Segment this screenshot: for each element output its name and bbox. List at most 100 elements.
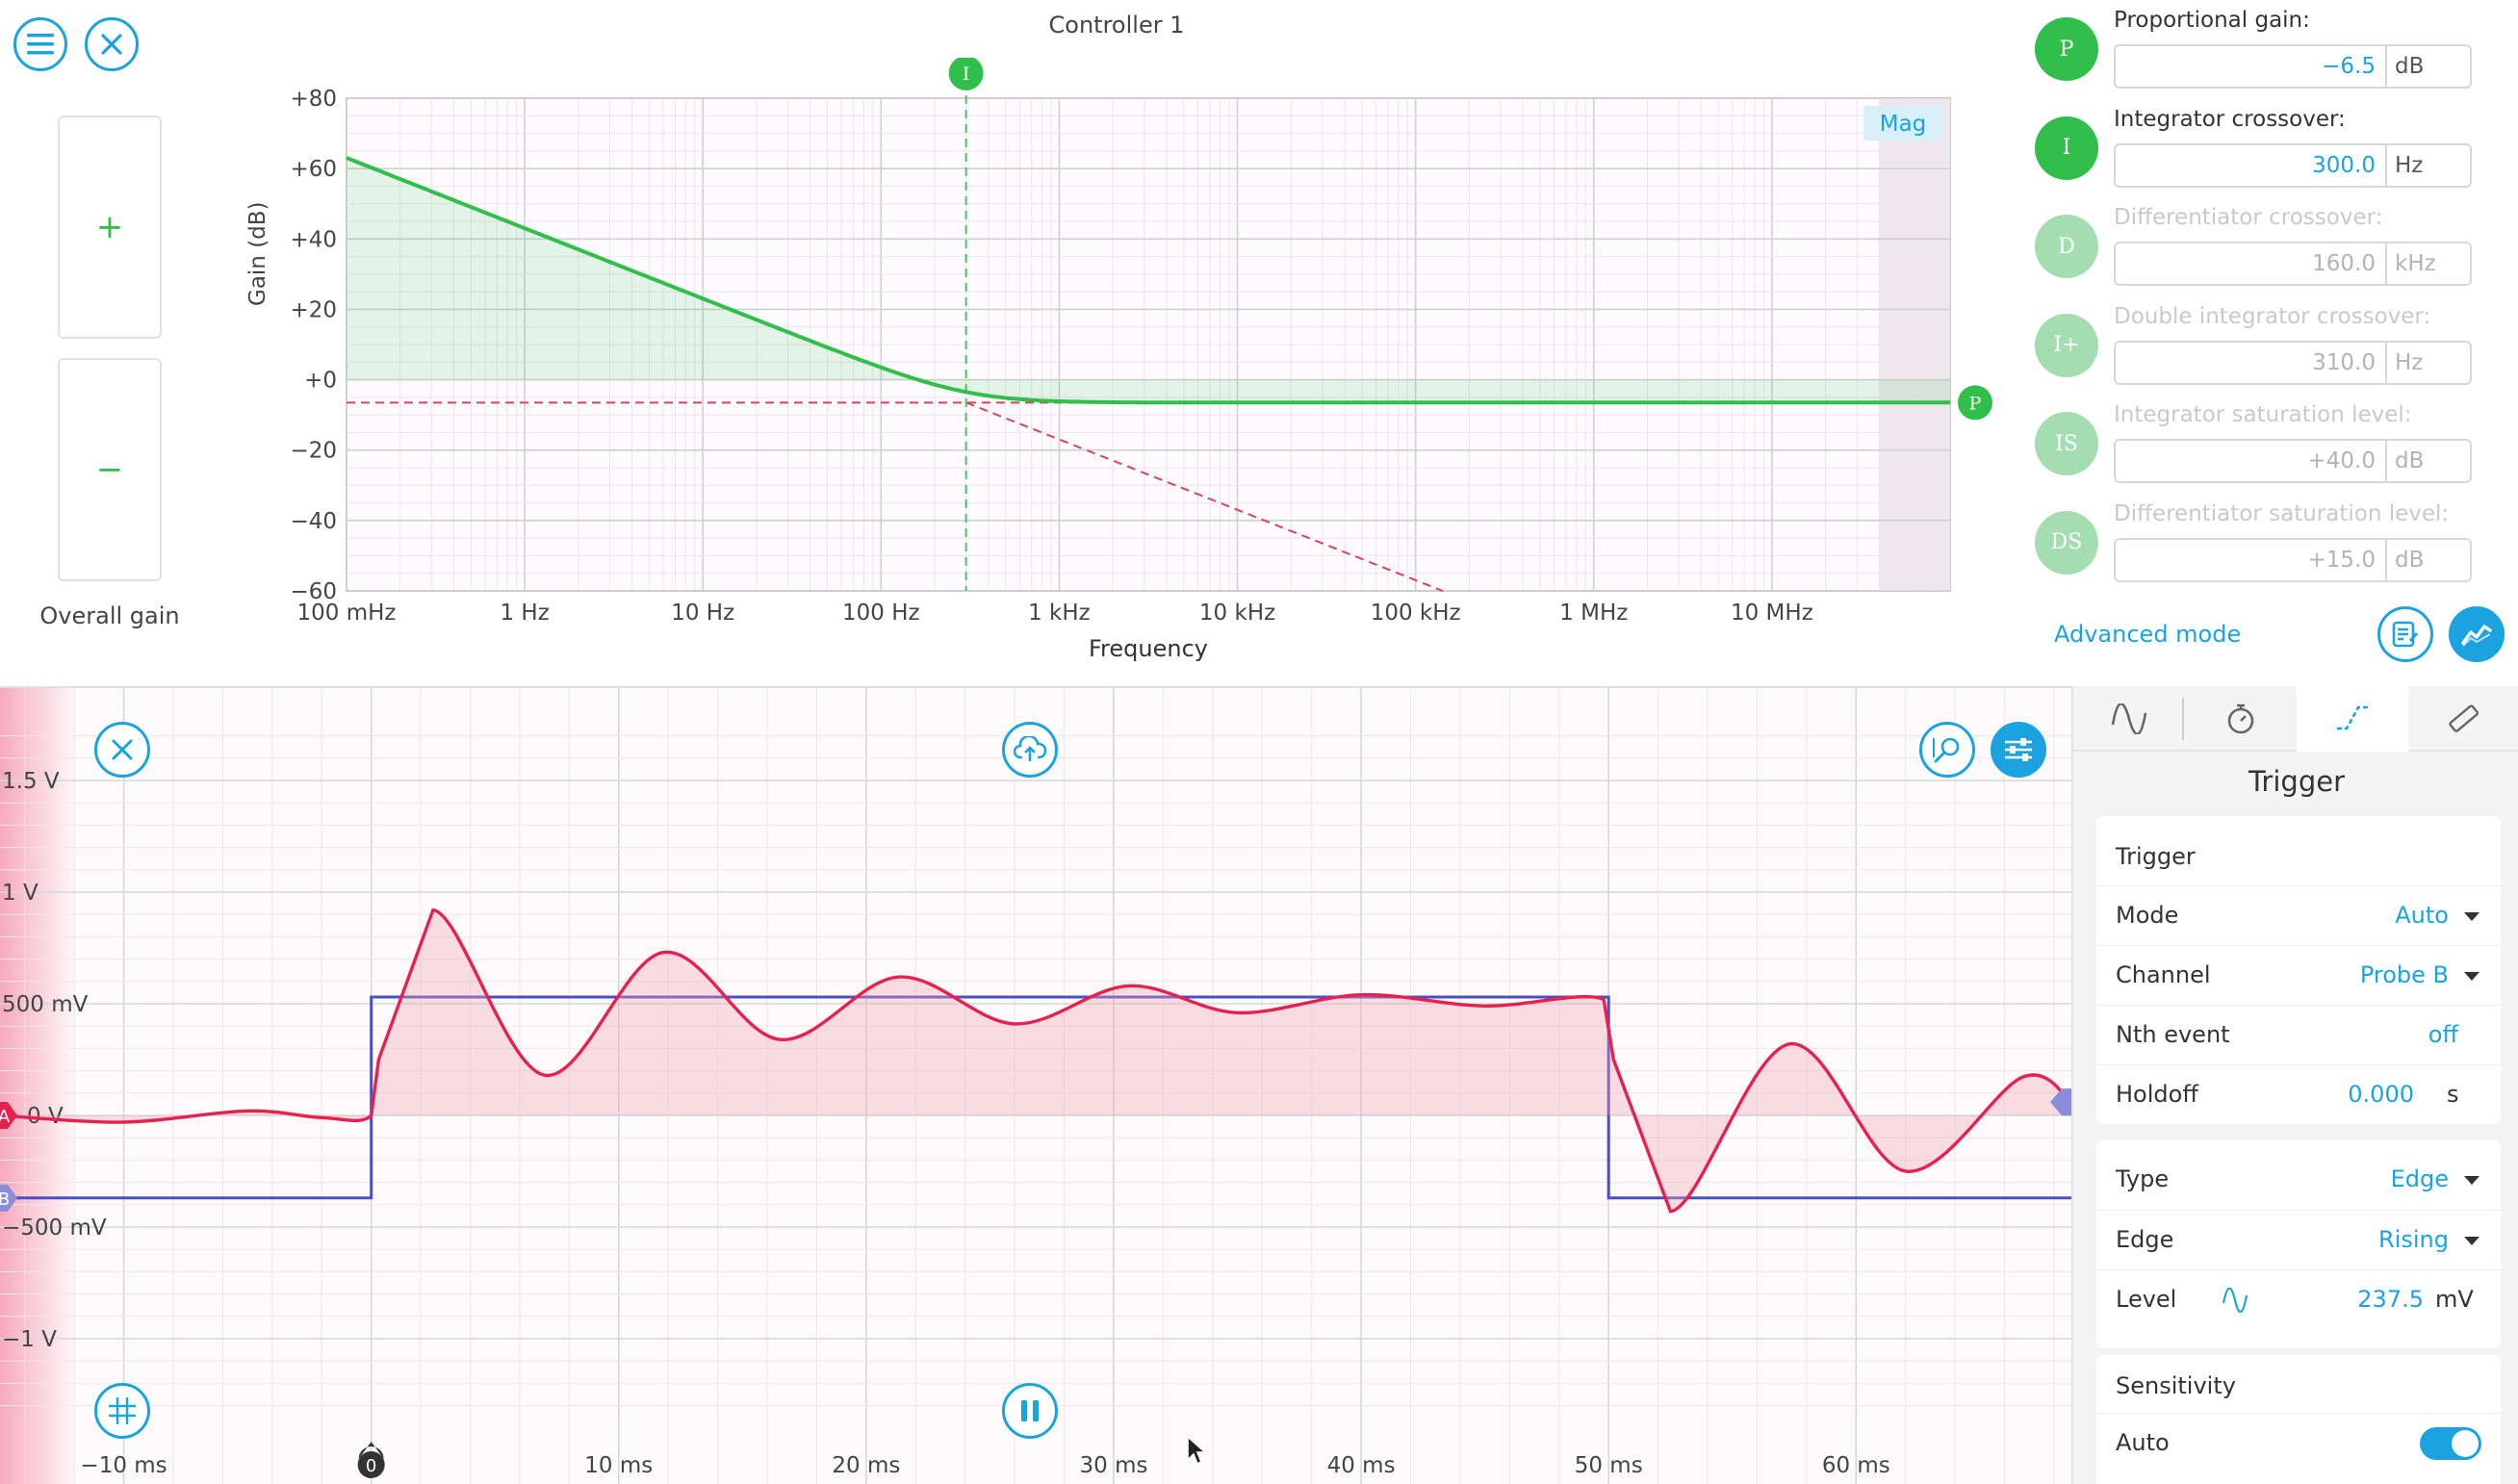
type-value[interactable]: Edge bbox=[2390, 1165, 2449, 1192]
stopwatch-icon bbox=[2227, 704, 2254, 734]
pid-toggle-ds[interactable]: DS bbox=[2035, 510, 2098, 575]
nth-event-value[interactable]: off bbox=[2428, 1021, 2458, 1048]
channel-a-fill bbox=[0, 909, 2071, 1212]
mode-value[interactable]: Auto bbox=[2395, 902, 2449, 929]
scope-x-tick-label: −10 ms bbox=[80, 1453, 167, 1478]
pid-unit-select[interactable]: Hz bbox=[2385, 142, 2472, 188]
pid-label: Integrator crossover: bbox=[2114, 106, 2346, 132]
tab-trigger[interactable] bbox=[2297, 686, 2408, 752]
pid-label: Differentiator saturation level: bbox=[2114, 500, 2450, 526]
pid-value-input[interactable]: +15.0 bbox=[2114, 537, 2385, 582]
level-value[interactable]: 237.5 bbox=[2357, 1286, 2424, 1313]
pid-value-input[interactable]: 310.0 bbox=[2114, 340, 2385, 385]
integrator-marker-label: I bbox=[963, 64, 970, 85]
close-scope-button[interactable] bbox=[94, 722, 150, 778]
zoom-button[interactable] bbox=[1919, 722, 1975, 778]
tab-timebase[interactable] bbox=[2185, 686, 2297, 752]
bode-x-tick-label: 100 Hz bbox=[842, 601, 920, 626]
trigger-time-marker-shape bbox=[358, 1442, 384, 1459]
sensitivity-head: Sensitivity bbox=[2116, 1372, 2236, 1399]
trigger-title: Trigger bbox=[2248, 765, 2345, 798]
bode-y-tick-label: −40 bbox=[290, 509, 337, 534]
edge-label: Edge bbox=[2116, 1226, 2174, 1253]
sine-wave-icon bbox=[2111, 704, 2147, 734]
pid-value-input[interactable]: −6.5 bbox=[2114, 44, 2385, 89]
trigger-card-head: Trigger bbox=[2116, 843, 2196, 870]
tab-measure[interactable] bbox=[2408, 686, 2518, 752]
holdoff-label: Holdoff bbox=[2116, 1081, 2198, 1108]
close-icon bbox=[112, 739, 133, 760]
edge-card: Type Edge Edge Rising Level 237.5 mV bbox=[2096, 1140, 2501, 1348]
edge-value[interactable]: Rising bbox=[2378, 1226, 2449, 1253]
proportional-marker-circle bbox=[1958, 385, 1992, 421]
pid-toggle-i[interactable]: I bbox=[2035, 115, 2098, 180]
mag-badge-label: Mag bbox=[1880, 112, 1927, 137]
integrator-asymptote-line bbox=[965, 401, 1444, 592]
scope-x-tick-label: 50 ms bbox=[1575, 1453, 1643, 1478]
channel-value[interactable]: Probe B bbox=[2359, 961, 2449, 988]
pid-value-input[interactable]: +40.0 bbox=[2114, 439, 2385, 483]
plus-label: + bbox=[95, 208, 124, 246]
level-label: Level bbox=[2116, 1286, 2177, 1313]
pid-toggle-d[interactable]: D bbox=[2035, 215, 2098, 278]
mode-row[interactable]: Mode Auto bbox=[2096, 885, 2501, 945]
pid-panel: P Proportional gain: −6.5 dB I Integrator cro… bbox=[2021, 0, 2518, 686]
scope-y-tick-label: −500 mV bbox=[2, 1215, 107, 1241]
trigger-edge-icon bbox=[2337, 705, 2368, 730]
auto-level-icon[interactable] bbox=[2222, 1288, 2248, 1313]
bode-x-tick-label: 10 MHz bbox=[1731, 601, 1813, 626]
level-unit: mV bbox=[2435, 1286, 2474, 1313]
bode-x-tick-label: 1 MHz bbox=[1559, 601, 1628, 626]
pid-unit-select[interactable]: Hz bbox=[2385, 340, 2472, 385]
level-row[interactable]: Level 237.5 mV bbox=[2096, 1269, 2501, 1329]
type-row[interactable]: Type Edge bbox=[2096, 1150, 2501, 1210]
pause-button[interactable] bbox=[1002, 1383, 1058, 1439]
pid-toggle-p[interactable]: P bbox=[2035, 17, 2098, 81]
nth-event-row[interactable]: Nth event off bbox=[2096, 1005, 2501, 1064]
grid-toggle-button[interactable] bbox=[94, 1383, 150, 1439]
zoom-icon bbox=[1933, 737, 1960, 763]
pid-unit-select[interactable]: dB bbox=[2385, 44, 2472, 89]
trigger-time-marker: 0 bbox=[357, 1442, 385, 1478]
overall-gain-label: Overall gain bbox=[39, 602, 180, 629]
notes-button[interactable] bbox=[2377, 606, 2433, 662]
holdoff-row[interactable]: Holdoff 0.000 s bbox=[2096, 1064, 2501, 1124]
pid-value-input[interactable]: 300.0 bbox=[2114, 142, 2385, 188]
pid-value-input[interactable]: 160.0 bbox=[2114, 242, 2385, 286]
tab-waveform[interactable] bbox=[2073, 686, 2185, 752]
integrator-marker: I bbox=[948, 58, 984, 90]
channel-a-marker-shape bbox=[0, 1102, 17, 1129]
pid-unit-select[interactable]: kHz bbox=[2385, 242, 2472, 286]
minus-label: − bbox=[95, 450, 124, 489]
pid-unit-select[interactable]: dB bbox=[2385, 439, 2472, 483]
proportional-marker: P bbox=[1958, 385, 1992, 421]
gain-decrease-button[interactable]: − bbox=[58, 358, 162, 581]
type-label: Type bbox=[2116, 1165, 2170, 1192]
pid-toggle-is[interactable]: IS bbox=[2035, 412, 2098, 475]
channel-a-marker-label: A bbox=[0, 1107, 11, 1127]
plot-view-button[interactable] bbox=[2449, 606, 2505, 662]
scope-settings-button[interactable] bbox=[1991, 722, 2046, 778]
trigger-time-marker-label: 0 bbox=[366, 1456, 376, 1476]
upload-button[interactable] bbox=[1002, 722, 1058, 778]
scope-x-tick-label: 10 ms bbox=[584, 1453, 653, 1478]
holdoff-value[interactable]: 0.000 bbox=[2348, 1081, 2414, 1108]
advanced-mode-link[interactable]: Advanced mode bbox=[2054, 621, 2242, 648]
pid-toggle-iplus[interactable]: I+ bbox=[2035, 313, 2098, 377]
grid-icon bbox=[109, 1397, 136, 1424]
channel-a-trace bbox=[0, 908, 2071, 1214]
channel-row[interactable]: Channel Probe B bbox=[2096, 945, 2501, 1005]
edge-row[interactable]: Edge Rising bbox=[2096, 1210, 2501, 1269]
pid-row-d: D Differentiator crossover: 160.0 kHz bbox=[2021, 197, 2518, 295]
sensitivity-auto-toggle[interactable] bbox=[2420, 1427, 2481, 1460]
menu-button[interactable] bbox=[13, 17, 67, 71]
bode-x-tick-label: 100 kHz bbox=[1371, 601, 1461, 626]
scope-background bbox=[0, 688, 2071, 1484]
close-controller-button[interactable] bbox=[85, 17, 139, 71]
notes-icon bbox=[2392, 621, 2419, 648]
gain-increase-button[interactable]: + bbox=[58, 115, 162, 339]
pid-unit-select[interactable]: dB bbox=[2385, 537, 2472, 582]
